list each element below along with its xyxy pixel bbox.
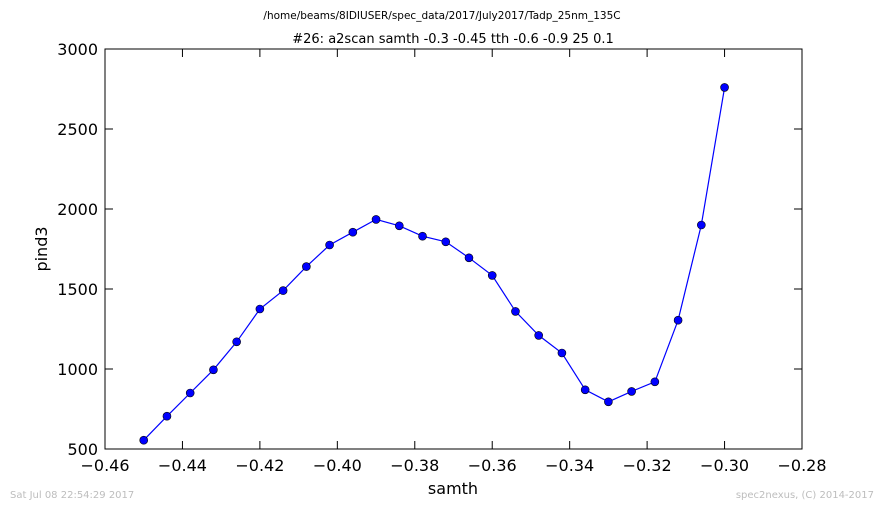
- footer-credit: spec2nexus, (C) 2014-2017: [736, 490, 874, 501]
- y-tick-label: 3000: [57, 40, 98, 59]
- x-tick-label: −0.28: [777, 456, 826, 475]
- x-tick-label: −0.38: [390, 456, 439, 475]
- data-point: [325, 240, 334, 250]
- data-point: [697, 220, 706, 230]
- data-point: [627, 387, 636, 396]
- data-point: [209, 365, 218, 375]
- x-tick-label: −0.42: [235, 456, 284, 475]
- data-point: [162, 411, 172, 421]
- series-markers: [139, 83, 729, 445]
- data-point: [185, 388, 195, 398]
- x-tick-label: −0.32: [623, 456, 672, 475]
- x-tick-label: −0.40: [313, 456, 362, 475]
- data-point: [348, 227, 358, 237]
- data-point: [255, 304, 265, 314]
- data-point: [650, 377, 660, 387]
- y-tick-label: 1000: [57, 360, 98, 379]
- plot-area-frame: [104, 48, 803, 450]
- axis-tick-labels: −0.46 −0.44 −0.42 −0.40 −0.38 −0.36 −0.34 −0.32…: [57, 40, 826, 475]
- y-axis-label: pind3: [32, 226, 51, 271]
- data-point: [464, 253, 474, 263]
- data-point: [139, 435, 149, 445]
- y-tick-label: 2500: [57, 120, 98, 139]
- data-point: [232, 337, 241, 347]
- x-tick-label: −0.44: [158, 456, 207, 475]
- series-line: [143, 87, 726, 441]
- file-path-title: /home/beams/8IDIUSER/spec_data/2017/July…: [263, 10, 620, 22]
- x-axis-label: samth: [428, 479, 478, 498]
- data-point: [441, 237, 451, 247]
- y-tick-label: 500: [67, 440, 98, 459]
- data-point: [302, 262, 311, 271]
- data-point: [394, 221, 404, 231]
- x-tick-label: −0.46: [80, 456, 129, 475]
- data-point: [720, 83, 729, 92]
- data-point: [371, 215, 381, 224]
- data-point: [557, 348, 567, 358]
- data-point: [580, 385, 590, 395]
- data-point: [278, 286, 288, 295]
- data-point: [534, 331, 543, 340]
- chart-title: #26: a2scan samth -0.3 -0.45 tth -0.6 -0…: [292, 32, 614, 47]
- y-tick-label: 1500: [57, 280, 98, 299]
- x-tick-label: −0.34: [545, 456, 594, 475]
- data-point: [418, 231, 427, 241]
- x-tick-label: −0.30: [700, 456, 749, 475]
- data-point: [673, 315, 683, 325]
- footer-timestamp: Sat Jul 08 22:54:29 2017: [10, 490, 134, 501]
- axis-ticks: [104, 48, 803, 450]
- data-point: [487, 271, 497, 280]
- x-tick-label: −0.36: [468, 456, 517, 475]
- data-point: [604, 397, 613, 407]
- y-tick-label: 2000: [57, 200, 98, 219]
- data-point: [511, 307, 520, 316]
